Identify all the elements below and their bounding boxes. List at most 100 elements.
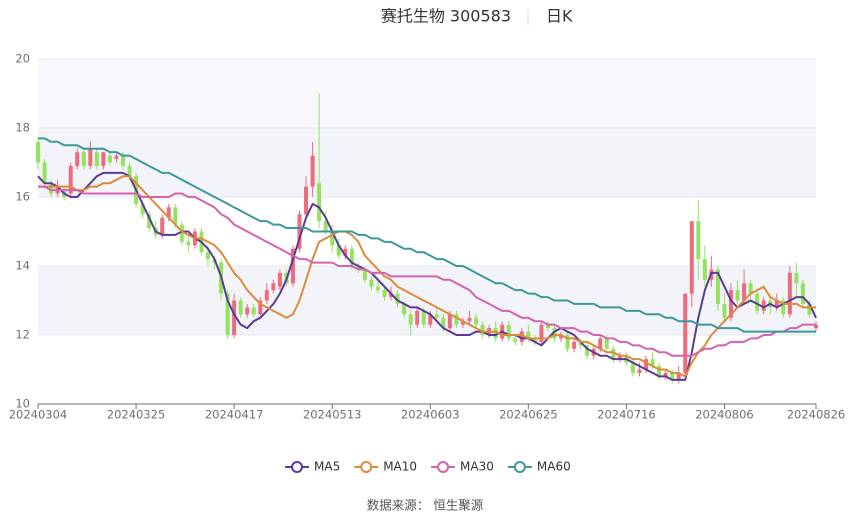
candle-body [807, 303, 812, 315]
source-note: 数据来源： 恒生聚源 [367, 498, 484, 513]
candle-body [676, 372, 681, 380]
ma-line [38, 137, 816, 333]
candle-body [604, 338, 609, 349]
candle-body [160, 217, 165, 235]
candle-body [578, 341, 583, 346]
candle-body [650, 359, 655, 367]
candle-body [689, 221, 694, 294]
candle-body [356, 266, 361, 270]
x-tick-label: 20240325 [107, 408, 166, 422]
candle-body [814, 324, 818, 329]
candle-body [755, 293, 760, 311]
candle-body [225, 293, 230, 335]
candle-body [389, 293, 394, 298]
chart-subtitle: 日K [546, 7, 573, 26]
candle-body [644, 359, 649, 370]
candle-body [375, 286, 380, 291]
candle-body [127, 165, 132, 177]
y-tick-label: 16 [15, 190, 30, 204]
candle-body [258, 300, 263, 315]
candle-body [382, 290, 387, 298]
x-tick-label: 20240603 [401, 408, 460, 422]
candle-body [683, 293, 688, 373]
candle-body [559, 335, 564, 339]
candle-body [415, 310, 420, 325]
candle-body [68, 165, 73, 194]
candle-body [585, 345, 590, 356]
candle-body [140, 203, 145, 215]
candle-body [179, 224, 184, 242]
candle-body [362, 269, 367, 280]
candle-body [611, 348, 616, 360]
legend-swatch-dot [437, 461, 450, 473]
legend-label: MA5 [314, 460, 340, 474]
x-tick-label: 20240304 [9, 408, 68, 422]
candle-body [81, 152, 86, 166]
candle-body [670, 372, 675, 380]
candle-body [36, 141, 40, 163]
legend-label: MA30 [460, 460, 494, 474]
candle-body [251, 307, 256, 315]
candle-body [232, 300, 237, 335]
candle-body [428, 314, 433, 325]
x-tick-label: 20240826 [787, 408, 846, 422]
candle-body [702, 259, 707, 280]
candle-body [238, 300, 243, 315]
candle-body [205, 252, 210, 260]
candle-body [539, 324, 544, 342]
candle-body [474, 317, 479, 325]
candle-body [49, 183, 54, 194]
candle-body [369, 279, 374, 287]
x-tick-label: 20240716 [597, 408, 656, 422]
x-tick-label: 20240625 [499, 408, 558, 422]
candle-body [572, 341, 577, 349]
x-tick-label: 20240513 [303, 408, 362, 422]
y-tick-label: 10 [15, 397, 30, 411]
candle-body [441, 317, 446, 329]
candle-body [735, 290, 740, 301]
candle-body [722, 303, 727, 318]
candle-body [421, 310, 426, 325]
candle-body [460, 321, 465, 325]
y-tick-label: 14 [15, 259, 30, 273]
candle-body [454, 314, 459, 325]
candle-body [781, 300, 786, 315]
candle-body [467, 317, 472, 322]
candle-body [480, 324, 485, 335]
candle-body [330, 231, 335, 246]
plot-band [38, 128, 816, 197]
candle-body [402, 303, 407, 315]
candle-body [552, 328, 557, 339]
candle-body [532, 338, 537, 342]
candle-body [395, 293, 400, 304]
candle-body [447, 314, 452, 329]
candle-body [107, 155, 112, 163]
candle-body [114, 155, 119, 160]
candle-body [323, 221, 328, 232]
candle-body [88, 148, 93, 166]
candle-body [94, 152, 99, 166]
candle-body [506, 324, 511, 339]
candle-body [120, 155, 125, 166]
x-tick-label: 20240417 [205, 408, 264, 422]
candle-body [519, 331, 524, 342]
candle-body [513, 338, 518, 342]
candle-body [173, 207, 178, 225]
candle-body [349, 248, 354, 266]
ma-line [38, 185, 816, 357]
chart-title: 赛托生物 300583 [381, 7, 511, 26]
candle-body [598, 338, 603, 349]
candle-body [434, 314, 439, 318]
y-tick-label: 20 [15, 52, 30, 66]
candle-body [186, 241, 191, 246]
candle-body [290, 248, 295, 284]
candle-body [336, 245, 341, 256]
plot-band [38, 59, 816, 128]
candle-body [245, 307, 250, 315]
candle-body [297, 214, 302, 249]
candle-body [637, 369, 642, 373]
candle-body [493, 328, 498, 339]
candle-body [657, 366, 662, 377]
candle-body [310, 155, 315, 187]
